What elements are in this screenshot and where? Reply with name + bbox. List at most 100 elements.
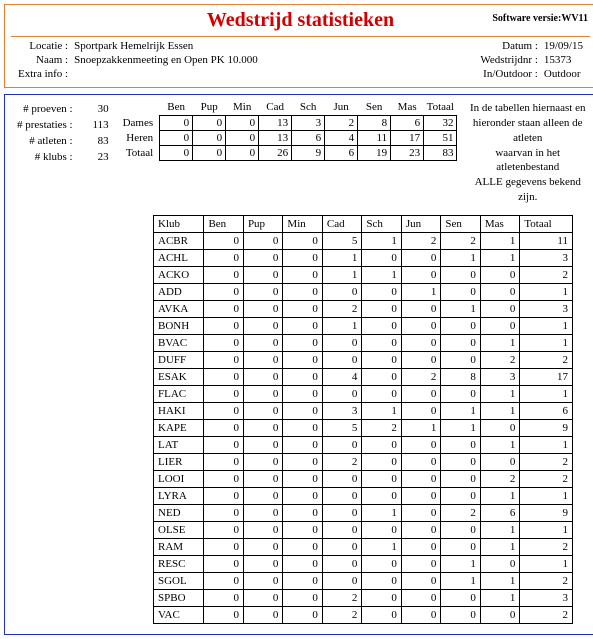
table-row: NED000010269 (154, 504, 573, 521)
num-cell: 0 (204, 402, 243, 419)
num-cell: 0 (243, 504, 282, 521)
num-cell: 2 (480, 351, 519, 368)
count-label: # klubs : (13, 149, 77, 165)
data-col: Klub (154, 215, 204, 232)
data-col: Ben (204, 215, 243, 232)
num-cell: 0 (362, 572, 401, 589)
data-col: Mas (480, 215, 519, 232)
num-cell: 0 (283, 436, 322, 453)
num-cell: 0 (243, 266, 282, 283)
summary-rowlabel: Totaal (123, 146, 160, 161)
data-col: Cad (322, 215, 361, 232)
num-cell: 0 (204, 300, 243, 317)
summary-cell: 17 (391, 131, 424, 146)
num-cell: 0 (283, 589, 322, 606)
table-row: ACBR0005122111 (154, 232, 573, 249)
summary-cell: 0 (226, 131, 259, 146)
klub-cell: ACBR (154, 232, 204, 249)
num-cell: 1 (322, 266, 361, 283)
num-cell: 0 (362, 249, 401, 266)
meta-value (71, 67, 261, 81)
summary-cell: 11 (358, 131, 391, 146)
klub-cell: SPBO (154, 589, 204, 606)
num-cell: 8 (441, 368, 480, 385)
num-cell: 0 (441, 351, 480, 368)
num-cell: 1 (480, 589, 519, 606)
summary-rowlabel: Heren (123, 131, 160, 146)
num-cell: 3 (480, 368, 519, 385)
num-cell: 0 (204, 521, 243, 538)
num-cell: 0 (322, 538, 361, 555)
num-cell: 2 (322, 300, 361, 317)
data-col: Sch (362, 215, 401, 232)
num-cell: 9 (520, 504, 573, 521)
num-cell: 1 (520, 555, 573, 572)
num-cell: 0 (283, 538, 322, 555)
num-cell: 0 (480, 419, 519, 436)
num-cell: 0 (362, 606, 401, 623)
meta-label: Wedstrijdnr : (477, 53, 540, 67)
num-cell: 0 (204, 368, 243, 385)
num-cell: 0 (322, 487, 361, 504)
num-cell: 2 (520, 572, 573, 589)
klub-cell: LYRA (154, 487, 204, 504)
num-cell: 0 (441, 436, 480, 453)
data-table-wrap: KlubBenPupMinCadSchJunSenMasTotaalACBR00… (153, 215, 588, 624)
num-cell: 0 (204, 232, 243, 249)
summary-cell: 0 (160, 116, 193, 131)
num-cell: 1 (362, 504, 401, 521)
klub-cell: LOOI (154, 470, 204, 487)
num-cell: 0 (243, 351, 282, 368)
num-cell: 1 (441, 249, 480, 266)
klub-cell: LIER (154, 453, 204, 470)
num-cell: 0 (243, 538, 282, 555)
num-cell: 0 (204, 436, 243, 453)
num-cell: 0 (401, 436, 440, 453)
summary-cell: 2 (325, 116, 358, 131)
table-row: SPBO000200013 (154, 589, 573, 606)
klub-cell: FLAC (154, 385, 204, 402)
num-cell: 1 (520, 436, 573, 453)
num-cell: 1 (480, 334, 519, 351)
num-cell: 0 (283, 487, 322, 504)
num-cell: 0 (243, 385, 282, 402)
data-col: Jun (401, 215, 440, 232)
num-cell: 1 (480, 249, 519, 266)
num-cell: 3 (520, 300, 573, 317)
num-cell: 0 (362, 283, 401, 300)
num-cell: 0 (243, 419, 282, 436)
num-cell: 0 (362, 368, 401, 385)
note-line: waarvan in het atletenbestand (467, 146, 588, 176)
count-value: 83 (77, 133, 113, 149)
summary-cell: 6 (391, 116, 424, 131)
num-cell: 0 (401, 487, 440, 504)
num-cell: 0 (441, 487, 480, 504)
num-cell: 0 (243, 368, 282, 385)
klub-cell: BONH (154, 317, 204, 334)
table-row: RAM000010012 (154, 538, 573, 555)
meta-value: Outdoor (541, 67, 586, 81)
num-cell: 1 (441, 572, 480, 589)
table-row: SGOL000000112 (154, 572, 573, 589)
num-cell: 0 (480, 606, 519, 623)
num-cell: 6 (480, 504, 519, 521)
num-cell: 1 (480, 232, 519, 249)
num-cell: 0 (322, 555, 361, 572)
num-cell: 0 (401, 317, 440, 334)
num-cell: 0 (243, 487, 282, 504)
count-value: 113 (77, 117, 113, 133)
page-title: Wedstrijd statistieken (207, 9, 394, 32)
num-cell: 0 (362, 351, 401, 368)
table-row: ACHL000100113 (154, 249, 573, 266)
meta-label: Naam : (15, 53, 71, 67)
meta-label: Datum : (477, 39, 540, 53)
summary-col: Totaal (424, 101, 457, 116)
table-row: FLAC000000011 (154, 385, 573, 402)
num-cell: 0 (441, 385, 480, 402)
summary-wrap: BenPupMinCadSchJunSenMasTotaalDames00013… (123, 101, 458, 161)
num-cell: 0 (322, 385, 361, 402)
summary-cell: 13 (259, 116, 292, 131)
num-cell: 0 (243, 249, 282, 266)
summary-cell: 83 (424, 146, 457, 161)
meta-block: Locatie :Sportpark Hemelrijk EssenNaam :… (11, 36, 590, 81)
